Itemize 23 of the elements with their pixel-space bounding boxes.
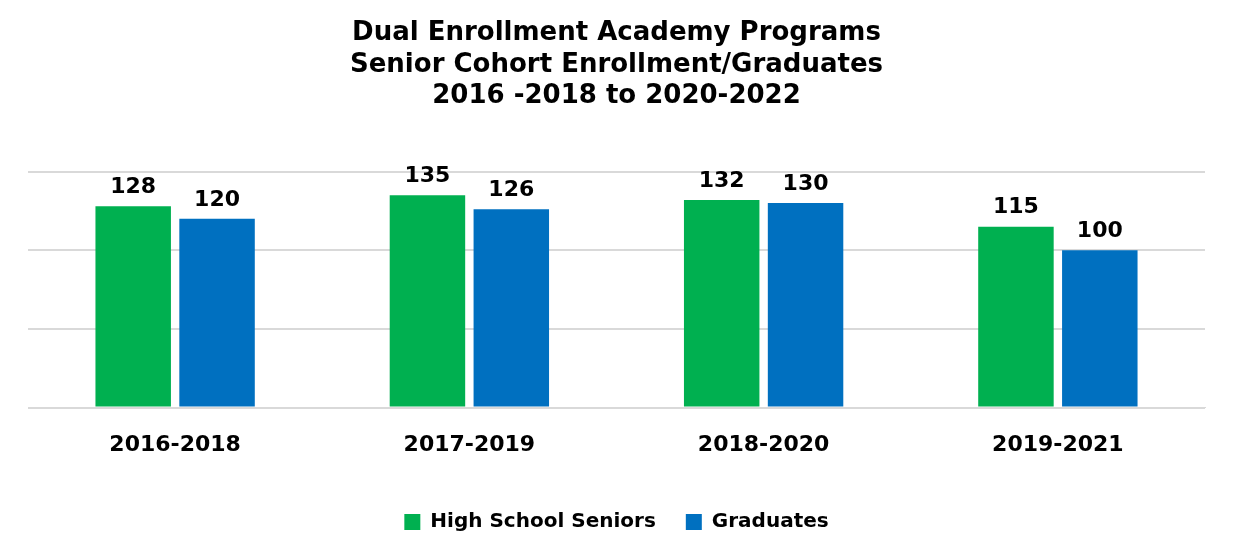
bar xyxy=(473,209,550,407)
bar xyxy=(389,195,466,407)
data-label: 100 xyxy=(1076,216,1123,242)
x-tick-label: 2016-2018 xyxy=(109,430,241,456)
data-label: 120 xyxy=(194,185,241,211)
bar xyxy=(1062,250,1138,407)
x-tick-label: 2018-2020 xyxy=(697,430,830,456)
data-label: 126 xyxy=(488,176,535,202)
bar xyxy=(95,206,171,407)
legend-label: High School Seniors xyxy=(430,508,656,533)
data-label: 115 xyxy=(992,193,1039,219)
bar xyxy=(179,218,255,407)
data-label: 128 xyxy=(110,172,157,198)
chart-title: Dual Enrollment Academy Programs Senior Cohort Enrollment/Graduates 2016 -2018 to 2020-2022 xyxy=(350,16,883,109)
x-tick-label: 2017-2019 xyxy=(403,430,536,456)
data-label: 135 xyxy=(404,161,451,187)
data-label: 130 xyxy=(782,169,829,195)
bar xyxy=(767,203,844,407)
data-label: 132 xyxy=(698,166,745,192)
legend-label: Graduates xyxy=(711,508,829,533)
x-tick-label: 2019-2021 xyxy=(992,430,1124,456)
bar xyxy=(683,199,760,407)
bar xyxy=(978,226,1054,407)
